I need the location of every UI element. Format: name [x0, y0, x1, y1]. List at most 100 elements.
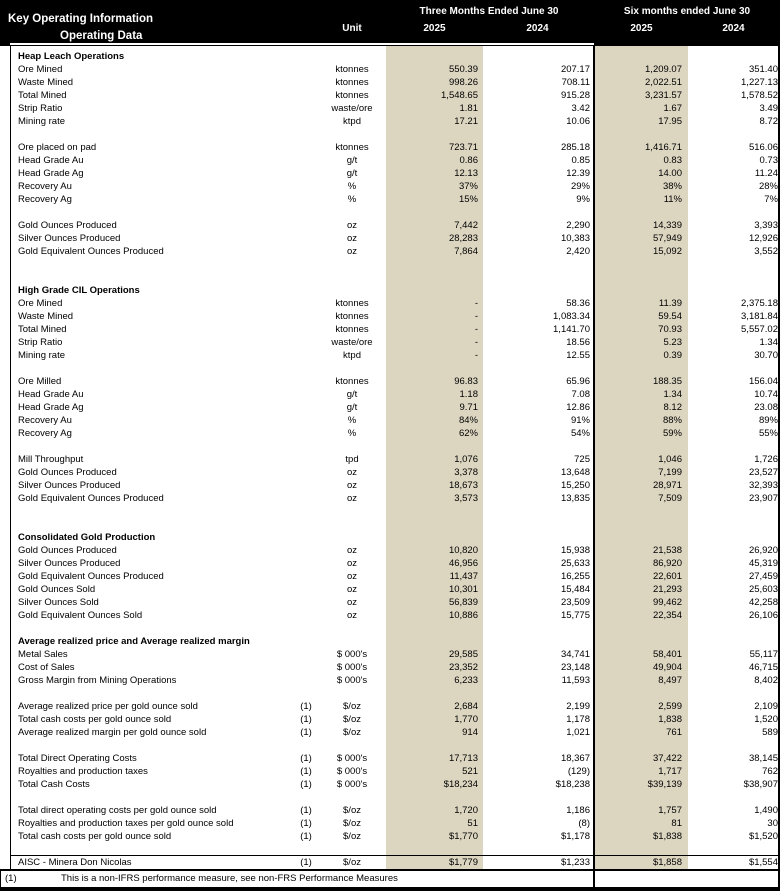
cell-3m-2025: 2,684	[454, 701, 478, 712]
section-header-row: Heap Leach Operations	[0, 50, 780, 63]
row-label: Gold Ounces Produced	[18, 545, 117, 556]
cell-6m-2024: 10.74	[754, 389, 778, 400]
cell-6m-2025: 88%	[662, 415, 682, 426]
cell-6m-2025: 70.93	[658, 324, 682, 335]
unit-cell: %	[347, 181, 357, 192]
cell-3m-2024: 0.85	[571, 155, 591, 166]
spacer-row	[0, 271, 780, 284]
cell-6m-2025: 57,949	[652, 233, 682, 244]
unit-cell: oz	[346, 220, 358, 231]
highlight-band-6m-2025	[595, 46, 688, 869]
unit-cell: oz	[346, 545, 358, 556]
cell-6m-2025: 28,971	[652, 480, 682, 491]
cell-6m-2024: 5,557.02	[741, 324, 778, 335]
cell-6m-2025: 7,199	[658, 467, 682, 478]
cell-6m-2025: 11%	[663, 194, 682, 205]
cell-6m-2024: 27,459	[748, 571, 778, 582]
unit-cell: oz	[346, 571, 358, 582]
row-label: Head Grade Au	[18, 155, 84, 166]
unit-cell: ktonnes	[335, 298, 369, 309]
footnote-marker: (1)	[300, 818, 312, 829]
cell-3m-2025: $1,770	[448, 831, 478, 842]
cell-6m-2025: 14,339	[652, 220, 682, 231]
column-header-3m-2025: 2025	[423, 23, 446, 34]
cell-6m-2025: 21,293	[652, 584, 682, 595]
cell-3m-2024: 708.11	[561, 77, 590, 88]
cell-6m-2025: 761	[666, 727, 682, 738]
table-row: Silver Ounces Sold oz 56,839 23,509 99,462 42…	[0, 596, 780, 609]
spacer-row	[0, 128, 780, 141]
table-row: Silver Ounces Produced oz 28,283 10,383 57,9…	[0, 232, 780, 245]
unit-cell: oz	[346, 558, 358, 569]
cell-6m-2024: 11.24	[754, 168, 778, 179]
table-row: Ore placed on pad ktonnes 723.71 285.18 1,41…	[0, 141, 780, 154]
cell-6m-2024: 30	[767, 818, 778, 829]
table-row: Head Grade Au g/t 0.86 0.85 0.83 0.73	[0, 154, 780, 167]
row-label: Average realized price and Average reali…	[18, 636, 250, 647]
cell-6m-2024: 23.08	[754, 402, 778, 413]
footnote-marker: (1)	[300, 753, 312, 764]
row-label: Total direct operating costs per gold ou…	[18, 805, 217, 816]
table-row: Total cash costs per gold ounce sold (1) $…	[0, 713, 780, 726]
unit-cell: $/oz	[343, 831, 361, 842]
table-row: Mining rate ktpd 17.21 10.06 17.95 8.72	[0, 115, 780, 128]
table-row: Total Direct Operating Costs (1) $ 000's 17…	[0, 752, 780, 765]
unit-cell: oz	[346, 493, 358, 504]
page-title: Key Operating Information	[8, 13, 154, 25]
cell-6m-2024: 8,402	[754, 675, 778, 686]
cell-3m-2024: 9%	[576, 194, 590, 205]
cell-3m-2024: 54%	[570, 428, 590, 439]
unit-cell: waste/ore	[331, 103, 373, 114]
cell-6m-2025: 59.54	[658, 311, 682, 322]
cell-6m-2025: 14.00	[658, 168, 682, 179]
unit-cell: $/oz	[343, 818, 361, 829]
cell-6m-2025: 59%	[662, 428, 682, 439]
unit-cell: g/t	[346, 155, 358, 166]
cell-6m-2024: $1,520	[748, 831, 778, 842]
cell-3m-2025: 3,573	[454, 493, 478, 504]
table-row: Gold Ounces Sold oz 10,301 15,484 21,293 25,6…	[0, 583, 780, 596]
spacer-row	[0, 739, 780, 752]
unit-cell: $ 000's	[336, 779, 368, 790]
cell-3m-2025: 29,585	[448, 649, 478, 660]
row-label: Silver Ounces Produced	[18, 558, 121, 569]
cell-3m-2024: 2,199	[566, 701, 590, 712]
unit-cell: oz	[346, 246, 358, 257]
cell-3m-2025: 15%	[458, 194, 478, 205]
cell-3m-2025: $1,779	[448, 857, 478, 868]
unit-cell: ktonnes	[335, 376, 369, 387]
table-row: Waste Mined ktonnes - 1,083.34 59.54 3,181.84	[0, 310, 780, 323]
cell-6m-2025: 8,497	[658, 675, 682, 686]
cell-3m-2024: 15,938	[560, 545, 590, 556]
row-label: Head Grade Ag	[18, 402, 84, 413]
row-label: Recovery Au	[18, 415, 72, 426]
row-label: Metal Sales	[18, 649, 68, 660]
cell-3m-2025: 10,301	[448, 584, 478, 595]
table-row: Mill Throughput tpd 1,076 725 1,046 1,726	[0, 453, 780, 466]
unit-cell: $ 000's	[336, 649, 368, 660]
cell-6m-2024: 32,393	[748, 480, 778, 491]
spacer-row	[0, 791, 780, 804]
cell-3m-2025: 550.39	[448, 64, 478, 75]
cell-6m-2025: $1,838	[652, 831, 682, 842]
cell-6m-2025: 1,209.07	[645, 64, 682, 75]
spacer-row	[0, 518, 780, 531]
cell-6m-2025: 5.23	[663, 337, 683, 348]
unit-cell: oz	[346, 584, 358, 595]
unit-cell: $/oz	[343, 727, 361, 738]
cell-6m-2024: 1,490	[754, 805, 778, 816]
cell-3m-2024: 13,835	[560, 493, 590, 504]
table-row: Royalties and production taxes (1) $ 000's…	[0, 765, 780, 778]
cell-6m-2024: 30.70	[754, 350, 778, 361]
footnote-marker: (1)	[300, 831, 312, 842]
footnote-marker: (1)	[300, 805, 312, 816]
cell-3m-2024: 58.36	[566, 298, 590, 309]
cell-3m-2024: $18,238	[555, 779, 590, 790]
cell-6m-2025: 15,092	[652, 246, 682, 257]
cell-3m-2025: -	[474, 350, 478, 361]
spacer-row	[0, 687, 780, 700]
cell-3m-2025: 17.21	[454, 116, 478, 127]
cell-6m-2024: 1,227.13	[741, 77, 778, 88]
table-row: Recovery Ag% 62% 54% 59% 55%	[0, 427, 780, 440]
